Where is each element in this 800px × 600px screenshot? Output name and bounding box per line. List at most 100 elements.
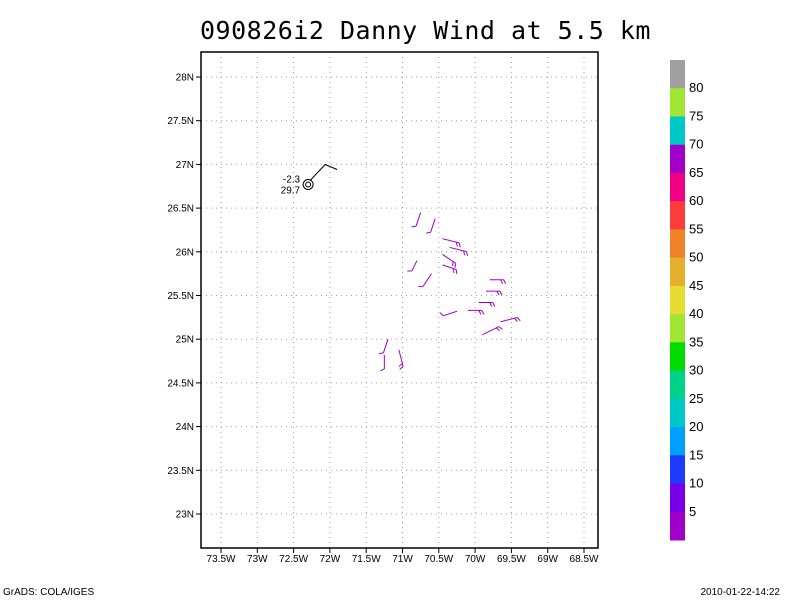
barb-flag — [458, 242, 461, 248]
barb-flag — [495, 327, 501, 332]
barb-shaft — [430, 218, 436, 233]
tick-label-y: 25.5N — [167, 291, 194, 302]
tick-label-x: 69W — [537, 554, 558, 565]
barb-flag — [492, 302, 496, 307]
tick-label-x: 73W — [247, 554, 268, 565]
tick-label-y: 27.5N — [167, 116, 194, 127]
colorbar-label: 75 — [689, 108, 703, 123]
barb-shaft — [422, 273, 432, 288]
wind-barb — [407, 260, 418, 272]
colorbar-label: 30 — [689, 363, 703, 378]
wind-barb — [442, 264, 458, 274]
barb-flag — [466, 251, 468, 257]
tick-label-y: 24N — [176, 422, 194, 433]
barb-flag — [399, 366, 404, 370]
tick-label-x: 70.5W — [424, 554, 453, 565]
colorbar-label: 25 — [689, 391, 703, 406]
colorbar-swatch — [670, 229, 685, 259]
colorbar-label: 15 — [689, 447, 703, 462]
tick-label-y: 23N — [176, 510, 194, 521]
barb-shaft — [411, 260, 418, 272]
colorbar-swatch — [670, 201, 685, 230]
colorbar-swatch — [670, 172, 685, 202]
wind-barb — [482, 326, 503, 336]
colorbar-swatch — [670, 342, 685, 372]
barb-flag — [455, 269, 458, 274]
barb-shaft — [443, 310, 458, 317]
colorbar-swatch — [670, 116, 685, 146]
barb-flag — [418, 285, 423, 288]
barb-shaft — [442, 254, 456, 264]
wind-barb — [485, 290, 503, 296]
wind-barb — [426, 218, 436, 234]
wind-barb — [442, 238, 461, 248]
colorbar-swatch — [670, 455, 685, 485]
colorbar-swatch — [670, 314, 685, 343]
barb-flag — [516, 317, 521, 322]
colorbar-label: 65 — [689, 165, 703, 180]
tick-label-x: 73.5W — [207, 554, 236, 565]
center-barb — [309, 163, 338, 181]
wind-barb — [489, 279, 507, 284]
colorbar-label: 60 — [689, 193, 703, 208]
wind-barb — [378, 339, 389, 355]
footer-timestamp: 2010-01-22-14:22 — [700, 587, 780, 598]
colorbar-label: 10 — [689, 476, 703, 491]
colorbar-label: 70 — [689, 137, 703, 152]
grid-lines — [201, 52, 598, 548]
wind-barb — [380, 354, 385, 372]
wind-barb — [439, 310, 458, 317]
center-dot — [305, 181, 312, 188]
barb-flag — [500, 279, 504, 284]
colorbar-swatch — [670, 144, 685, 174]
colorbar-swatch — [670, 483, 685, 513]
barb-flag — [452, 261, 454, 267]
colorbar-label: 80 — [689, 80, 703, 95]
tick-label-x: 71W — [392, 554, 413, 565]
wind-barb — [467, 309, 485, 315]
tick-label-y: 26.5N — [167, 204, 194, 215]
colorbar-swatch — [670, 427, 685, 456]
center-label-bottom: 29.7 — [281, 186, 301, 197]
barb-flag — [378, 352, 384, 355]
tick-label-y: 23.5N — [167, 466, 194, 477]
tick-label-y: 27N — [176, 160, 194, 171]
colorbar-swatch — [670, 370, 685, 400]
tick-label-y: 26N — [176, 247, 194, 258]
barb-flag — [455, 242, 458, 247]
tick-label-y: 28N — [176, 73, 194, 84]
center-ring — [302, 179, 314, 191]
colorbar-swatch — [670, 88, 685, 117]
axis-ticks: 73.5W 73W 72.5W 72W 71.5W 71W 70.5W 70W 69.5W 69W… — [167, 73, 599, 566]
tick-label-x: 69.5W — [497, 554, 526, 565]
colorbar-label: 40 — [689, 306, 703, 321]
barb-flag — [496, 290, 500, 296]
barb-flag — [514, 317, 518, 322]
tick-label-x: 68.5W — [570, 554, 599, 565]
chart-title: 090826i2 Danny Wind at 5.5 km — [200, 16, 651, 45]
wind-barb — [442, 254, 457, 268]
center-label-top: -2.3 — [283, 175, 301, 186]
tick-label-y: 24.5N — [167, 378, 194, 389]
storm-center: -2.329.7 — [281, 163, 338, 197]
barb-flag — [439, 312, 444, 317]
wind-barb — [500, 317, 521, 323]
colorbar-swatch — [670, 60, 685, 89]
colorbar-swatch — [670, 398, 685, 428]
colorbar-label: 55 — [689, 221, 703, 236]
tick-label-x: 70W — [465, 554, 486, 565]
barb-flag — [380, 368, 385, 372]
wind-barbs — [378, 212, 521, 372]
colorbar-label: 35 — [689, 334, 703, 349]
colorbar: 80 75 70 65 60 55 50 45 40 35 30 25 20 15 10 5 — [670, 60, 703, 541]
barb-shaft — [382, 339, 389, 354]
barb-flag — [398, 363, 403, 367]
colorbar-label: 50 — [689, 250, 703, 265]
wind-barb — [398, 349, 404, 370]
barb-flag — [499, 290, 503, 296]
wind-barb — [411, 212, 422, 228]
tick-label-x: 72W — [320, 554, 341, 565]
colorbar-swatch — [670, 511, 685, 541]
footer-credit: GrADS: COLA/IGES — [3, 587, 95, 598]
